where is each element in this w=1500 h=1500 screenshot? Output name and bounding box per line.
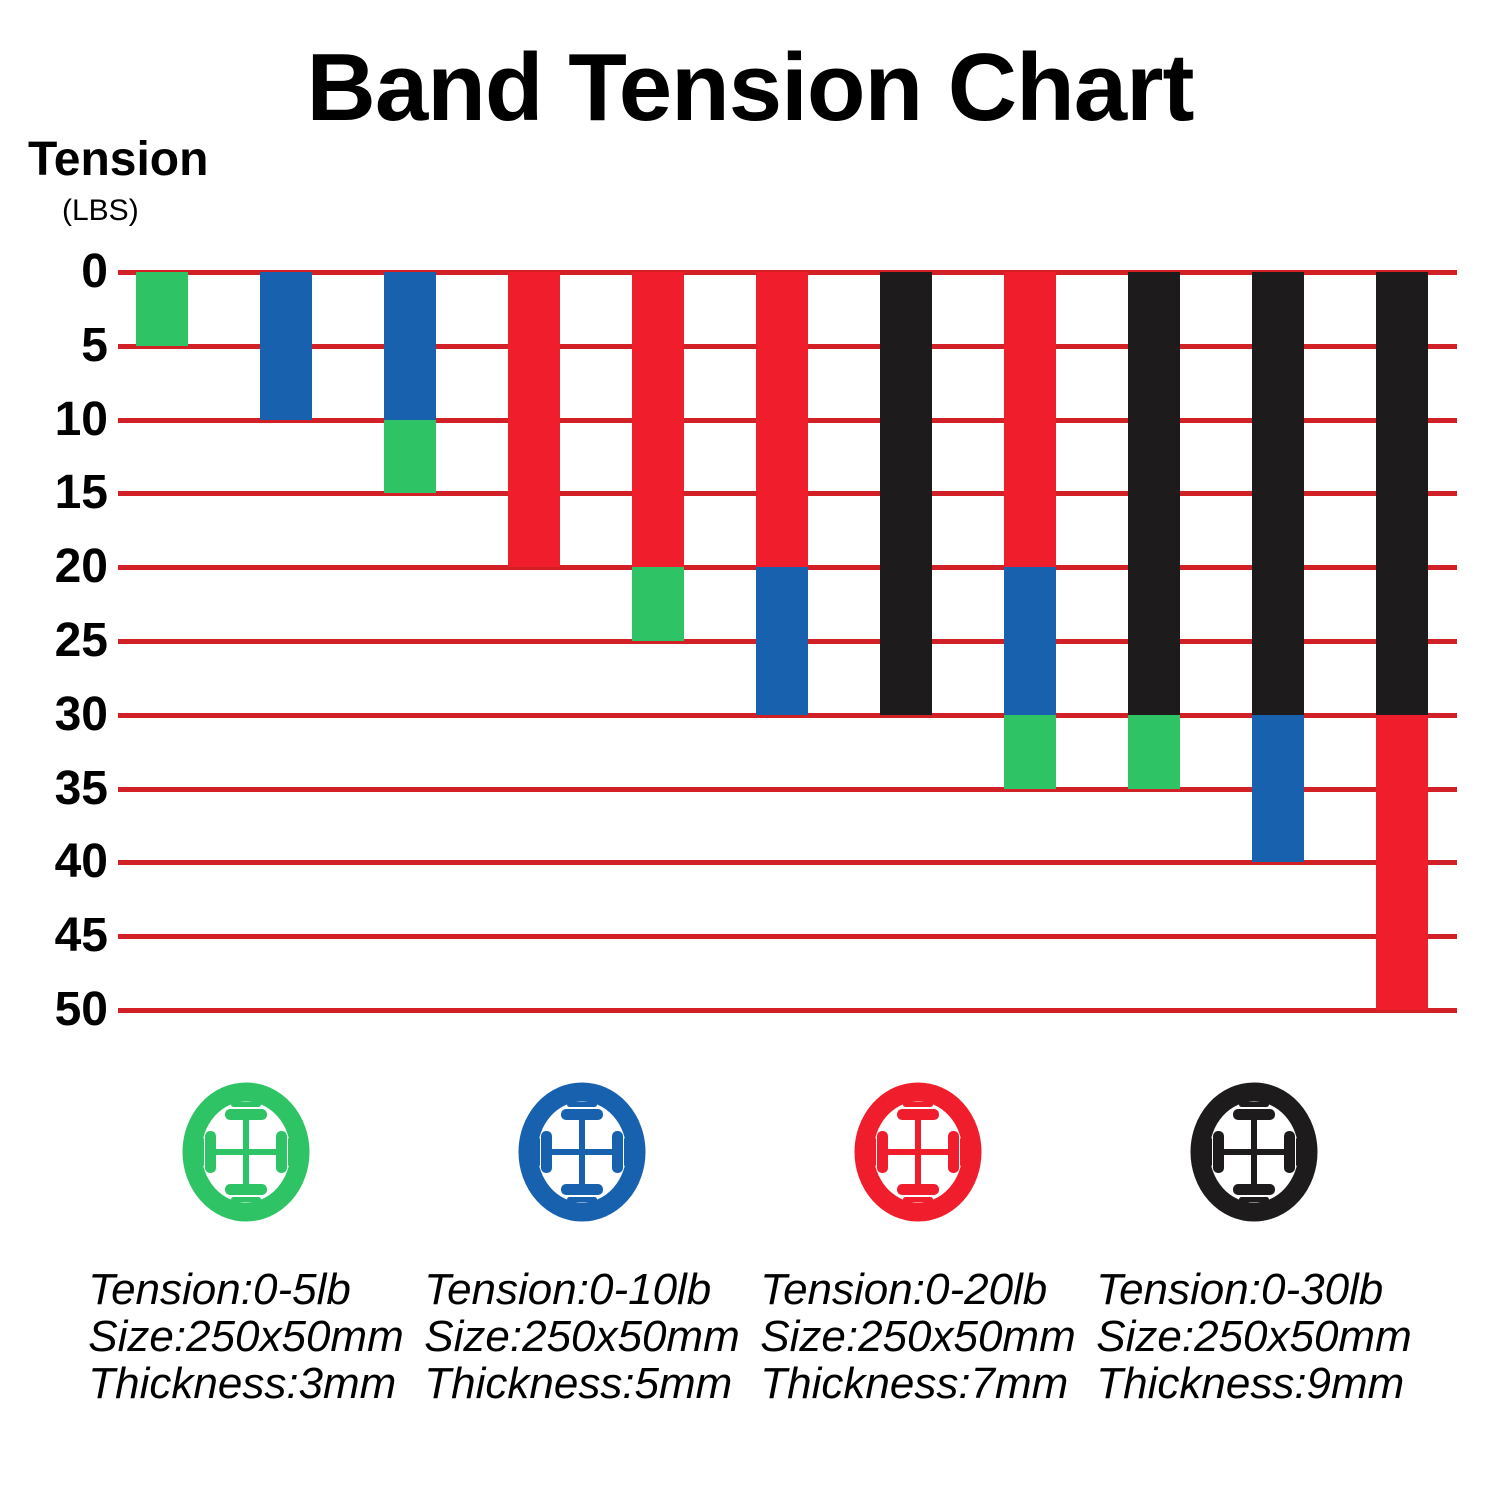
- legend-item-red-band: Tension:0-20lb Size:250x50mm Thickness:7mm: [748, 1082, 1088, 1407]
- y-tick-label-30: 30: [54, 688, 108, 741]
- bar-5-segment-green: [632, 567, 684, 641]
- bar-1-segment-green: [136, 272, 188, 346]
- y-tick-label-20: 20: [54, 540, 108, 593]
- legend-line-tension: Tension:0-10lb: [424, 1265, 712, 1314]
- bar-3-segment-blue: [384, 272, 436, 420]
- bar-6-segment-blue: [756, 567, 808, 715]
- bar-10-segment-blue: [1252, 715, 1304, 862]
- legend-specs: Tension:0-20lb Size:250x50mm Thickness:7mm: [760, 1266, 1075, 1407]
- legend-item-black-band: Tension:0-30lb Size:250x50mm Thickness:9mm: [1084, 1082, 1424, 1407]
- bar-2-segment-blue: [260, 272, 312, 420]
- y-tick-label-10: 10: [54, 393, 108, 446]
- legend-line-tension: Tension:0-5lb: [88, 1265, 351, 1314]
- gridline-30: [118, 713, 1457, 718]
- bar-9-segment-black: [1128, 272, 1180, 715]
- bar-3-segment-green: [384, 420, 436, 493]
- gridline-35: [118, 787, 1457, 792]
- bar-9-segment-green: [1128, 715, 1180, 789]
- legend-line-size: Size:250x50mm: [88, 1312, 404, 1361]
- bar-5-segment-red: [632, 272, 684, 567]
- dumbbell-cross-icon: [854, 1082, 982, 1222]
- legend-line-thickness: Thickness:5mm: [424, 1359, 733, 1408]
- bar-6-segment-red: [756, 272, 808, 567]
- legend-line-thickness: Thickness:3mm: [88, 1359, 397, 1408]
- y-axis-title: Tension: [28, 133, 209, 186]
- bar-11-segment-black: [1376, 272, 1428, 715]
- dumbbell-cross-icon: [182, 1082, 310, 1222]
- bar-11-segment-red: [1376, 715, 1428, 1010]
- y-tick-label-5: 5: [81, 319, 108, 372]
- bar-8-segment-red: [1004, 272, 1056, 567]
- bar-4-segment-red: [508, 272, 560, 567]
- y-tick-label-25: 25: [54, 614, 108, 667]
- gridline-45: [118, 934, 1457, 939]
- legend-line-size: Size:250x50mm: [760, 1312, 1076, 1361]
- y-tick-label-0: 0: [81, 245, 108, 298]
- y-tick-label-35: 35: [54, 762, 108, 815]
- gridline-40: [118, 860, 1457, 865]
- legend-line-size: Size:250x50mm: [1096, 1312, 1412, 1361]
- y-tick-label-15: 15: [54, 466, 108, 519]
- chart-title: Band Tension Chart: [306, 34, 1195, 141]
- dumbbell-cross-icon: [518, 1082, 646, 1222]
- bar-8-segment-blue: [1004, 567, 1056, 715]
- y-axis-unit: (LBS): [62, 194, 139, 227]
- legend-line-thickness: Thickness:9mm: [1096, 1359, 1405, 1408]
- legend-line-thickness: Thickness:7mm: [760, 1359, 1069, 1408]
- dumbbell-cross-icon: [1190, 1082, 1318, 1222]
- legend-line-size: Size:250x50mm: [424, 1312, 740, 1361]
- y-tick-label-50: 50: [54, 983, 108, 1036]
- legend-specs: Tension:0-5lb Size:250x50mm Thickness:3mm: [88, 1266, 403, 1407]
- gridline-50: [118, 1008, 1457, 1013]
- bar-7-segment-black: [880, 272, 932, 715]
- legend-line-tension: Tension:0-20lb: [760, 1265, 1048, 1314]
- legend-specs: Tension:0-10lb Size:250x50mm Thickness:5mm: [424, 1266, 739, 1407]
- y-tick-label-40: 40: [54, 835, 108, 888]
- bar-10-segment-black: [1252, 272, 1304, 715]
- legend-item-green-band: Tension:0-5lb Size:250x50mm Thickness:3mm: [76, 1082, 416, 1407]
- bar-8-segment-green: [1004, 715, 1056, 789]
- y-tick-label-45: 45: [54, 909, 108, 962]
- legend-line-tension: Tension:0-30lb: [1096, 1265, 1384, 1314]
- legend-specs: Tension:0-30lb Size:250x50mm Thickness:9mm: [1096, 1266, 1411, 1407]
- legend-item-blue-band: Tension:0-10lb Size:250x50mm Thickness:5mm: [412, 1082, 752, 1407]
